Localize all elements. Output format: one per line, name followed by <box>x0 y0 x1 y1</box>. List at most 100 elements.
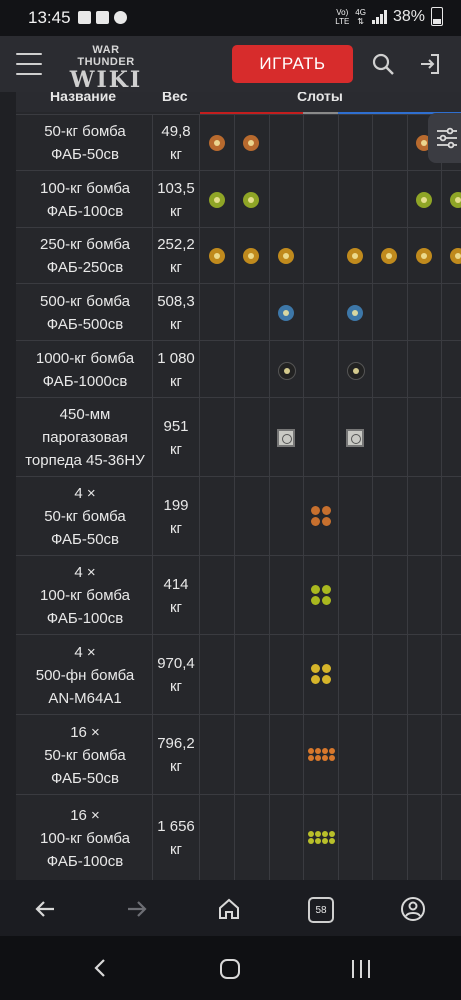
weapon-weight: 414 кг <box>153 556 199 635</box>
mini-bomb-icon <box>322 831 328 837</box>
column-divider <box>338 114 339 880</box>
mini-bomb-icon <box>311 516 320 526</box>
weight-line: кг <box>169 678 183 695</box>
weapon-name[interactable]: 250-кг бомба ФАБ-250св <box>18 228 152 284</box>
weapon-name-line: 500-кг бомба <box>40 292 130 310</box>
table-row[interactable]: 450-мм парогазовая торпеда 45-36НУ 951 кг <box>16 397 461 477</box>
weapon-name-line: 16 × <box>70 806 100 824</box>
chat-icon <box>114 11 127 24</box>
weapon-name[interactable]: 1000-кг бомба ФАБ-1000св <box>18 341 152 398</box>
tabs-button[interactable]: 58 <box>308 897 334 923</box>
mini-bomb-icon <box>315 755 321 761</box>
mini-bomb-icon <box>308 748 314 754</box>
table-row[interactable]: 16 × 50-кг бомба ФАБ-50св 796,2 кг <box>16 714 461 795</box>
weapon-weight: 796,2 кг <box>153 715 199 795</box>
slot-stripe-blue <box>338 112 461 115</box>
volte-indicator: Vo) LTE <box>335 7 350 26</box>
home-icon[interactable] <box>216 896 242 922</box>
weapon-name[interactable]: 50-кг бомба ФАБ-50св <box>18 115 152 171</box>
table-row[interactable]: 250-кг бомба ФАБ-250св 252,2 кг <box>16 227 461 284</box>
weapon-weight: 1 656 кг <box>153 795 199 880</box>
bomb-icon <box>243 135 259 151</box>
weapon-name[interactable]: 16 × 50-кг бомба ФАБ-50св <box>18 715 152 795</box>
notification-icons <box>78 11 127 24</box>
sliders-icon <box>437 127 457 149</box>
recent-apps-back-icon[interactable] <box>92 958 110 978</box>
table-row[interactable]: 50-кг бомба ФАБ-50св 49,8 кг <box>16 114 461 171</box>
mini-bomb-icon <box>329 748 335 754</box>
mini-bomb-icon <box>315 748 321 754</box>
weapon-name[interactable]: 4 × 100-кг бомба ФАБ-100св <box>18 556 152 635</box>
mini-bomb-icon <box>311 675 320 684</box>
table-row[interactable]: 4 × 50-кг бомба ФАБ-50св 199 кг <box>16 476 461 556</box>
column-name-header: Название <box>50 92 117 104</box>
menu-icon[interactable] <box>16 53 42 75</box>
weapon-name[interactable]: 450-мм парогазовая торпеда 45-36НУ <box>18 398 152 477</box>
system-navigation <box>0 936 461 1000</box>
home-button-icon[interactable] <box>219 959 241 979</box>
table-row[interactable]: 500-кг бомба ФАБ-500св 508,3 кг <box>16 283 461 341</box>
weapon-name[interactable]: 16 × 100-кг бомба ФАБ-100св <box>18 795 152 880</box>
weapon-weight: 103,5 кг <box>153 171 199 228</box>
checklist-icon <box>96 11 109 24</box>
weight-line: 252,2 <box>157 236 195 253</box>
table-row[interactable]: 16 × 100-кг бомба ФАБ-100св 1 656 кг <box>16 794 461 880</box>
search-icon[interactable] <box>371 52 395 76</box>
weapon-name[interactable]: 4 × 500-фн бомба AN-M64A1 <box>18 635 152 715</box>
weapon-name[interactable]: 4 × 50-кг бомба ФАБ-50св <box>18 477 152 556</box>
weapon-weight: 970,4 кг <box>153 635 199 715</box>
column-slots-header: Слоты <box>297 92 343 104</box>
weapon-weight: 49,8 кг <box>153 115 199 171</box>
weapon-name-line: ФАБ-100св <box>46 852 124 870</box>
play-button[interactable]: ИГРАТЬ <box>232 45 353 83</box>
weapon-name-line: 50-кг бомба <box>44 123 126 140</box>
weight-line: 970,4 <box>157 655 195 672</box>
weapon-name-line: 16 × <box>70 723 100 741</box>
column-divider <box>303 114 304 880</box>
table-row[interactable]: 4 × 100-кг бомба ФАБ-100св 414 кг <box>16 555 461 635</box>
mini-bomb-icon <box>322 748 328 754</box>
mini-bomb-icon <box>329 755 335 761</box>
recents-icon[interactable] <box>350 959 372 979</box>
weapon-weight: 508,3 кг <box>153 284 199 341</box>
weapon-name-line: ФАБ-1000св <box>42 372 128 390</box>
weight-line: кг <box>169 758 183 775</box>
mini-bomb-icon <box>322 838 328 844</box>
bomb-icon <box>209 191 225 208</box>
weight-line: кг <box>169 841 183 858</box>
back-icon[interactable] <box>32 896 58 922</box>
bomb-icon <box>278 248 294 264</box>
account-icon[interactable] <box>400 896 426 922</box>
status-bar: 13:45 Vo) LTE 4G ⇅ 38% <box>0 0 461 36</box>
weapon-name-line: 4 × <box>74 485 96 502</box>
mini-bomb-icon <box>315 831 321 837</box>
status-right: Vo) LTE 4G ⇅ 38% <box>335 7 443 26</box>
filter-settings-button[interactable] <box>428 113 461 163</box>
weapon-weight: 199 кг <box>153 477 199 556</box>
wiki-logo[interactable]: WAR THUNDER WIKI <box>64 44 148 92</box>
weapon-name-line: 50-кг бомба <box>44 746 126 764</box>
weapon-name[interactable]: 100-кг бомба ФАБ-100св <box>18 171 152 228</box>
weapon-name[interactable]: 500-кг бомба ФАБ-500св <box>18 284 152 341</box>
table-row[interactable]: 1000-кг бомба ФАБ-1000св 1 080 кг <box>16 340 461 398</box>
site-header: WAR THUNDER WIKI ИГРАТЬ <box>0 36 461 92</box>
weight-line: кг <box>169 440 183 458</box>
weight-line: 951 <box>163 417 189 435</box>
weapon-name-line: 4 × <box>74 564 96 581</box>
mini-bomb-icon <box>308 838 314 844</box>
bomb-icon <box>450 248 461 264</box>
table-row[interactable]: 100-кг бомба ФАБ-100св 103,5 кг <box>16 170 461 228</box>
weight-line: 1 080 <box>157 349 195 367</box>
weapon-name-line: ФАБ-50св <box>50 146 120 163</box>
column-divider <box>407 114 408 880</box>
table-row[interactable]: 4 × 500-фн бомба AN-M64A1 970,4 кг <box>16 634 461 715</box>
weapon-name-line: парогазовая <box>42 429 128 446</box>
login-icon[interactable] <box>418 52 442 76</box>
forward-icon[interactable] <box>124 896 150 922</box>
mini-bomb-icon <box>329 838 335 844</box>
weight-line: 508,3 <box>157 292 195 310</box>
weight-line: 49,8 <box>161 123 191 140</box>
mini-bomb-icon <box>322 675 331 684</box>
column-divider <box>372 114 373 880</box>
weapon-name-line: ФАБ-500св <box>46 315 124 333</box>
